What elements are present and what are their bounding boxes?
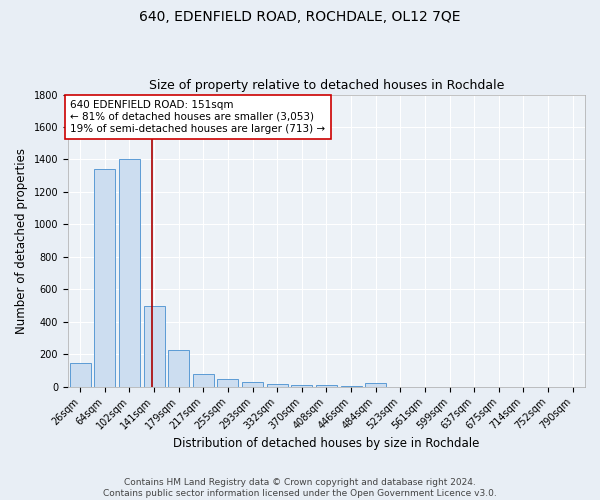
Bar <box>119 160 140 386</box>
Bar <box>168 350 189 387</box>
Bar <box>70 363 91 386</box>
X-axis label: Distribution of detached houses by size in Rochdale: Distribution of detached houses by size … <box>173 437 479 450</box>
Y-axis label: Number of detached properties: Number of detached properties <box>15 148 28 334</box>
Bar <box>94 169 115 386</box>
Bar <box>267 384 287 386</box>
Bar <box>365 384 386 386</box>
Bar <box>193 374 214 386</box>
Text: 640, EDENFIELD ROAD, ROCHDALE, OL12 7QE: 640, EDENFIELD ROAD, ROCHDALE, OL12 7QE <box>139 10 461 24</box>
Text: Contains HM Land Registry data © Crown copyright and database right 2024.
Contai: Contains HM Land Registry data © Crown c… <box>103 478 497 498</box>
Bar <box>316 385 337 386</box>
Title: Size of property relative to detached houses in Rochdale: Size of property relative to detached ho… <box>149 79 504 92</box>
Text: 640 EDENFIELD ROAD: 151sqm
← 81% of detached houses are smaller (3,053)
19% of s: 640 EDENFIELD ROAD: 151sqm ← 81% of deta… <box>70 100 326 134</box>
Bar <box>217 379 238 386</box>
Bar <box>143 306 164 386</box>
Bar <box>242 382 263 386</box>
